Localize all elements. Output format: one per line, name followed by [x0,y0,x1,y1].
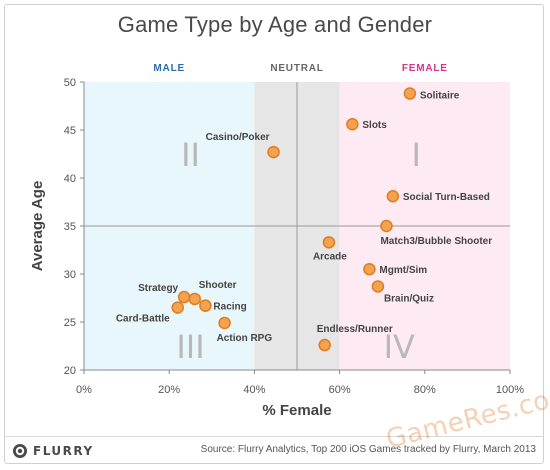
y-tick-label: 45 [64,125,76,137]
y-tick-label: 30 [64,269,76,281]
data-label-mgmt-sim: Mgmt/Sim [379,265,427,276]
x-tick-label: 0% [76,384,92,396]
x-tick-label: 20% [158,384,180,396]
y-tick-label: 20 [64,365,76,377]
source-note: Source: Flurry Analytics, Top 200 iOS Ga… [200,444,536,455]
quadrant-label-IV: IV [384,328,415,366]
data-point-social-turn-based [386,189,400,203]
zone-label-female: FEMALE [402,63,448,74]
x-tick-label: 60% [329,384,351,396]
data-point-action-rpg [218,316,231,330]
quadrant-label-I: I [412,136,421,174]
x-tick-label: 40% [243,384,265,396]
data-point-brain-quiz [371,280,385,293]
flurry-logo-icon [13,444,27,458]
data-point-match3-bubble-shooter [380,219,393,233]
data-label-slots: Slots [362,120,387,131]
data-point-slots [346,117,359,131]
zone-label-male: MALE [153,63,185,74]
data-label-match3-bubble-shooter: Match3/Bubble Shooter [380,236,492,247]
data-label-solitaire: Solitaire [420,91,460,102]
data-point-racing [199,299,212,312]
y-tick-label: 50 [64,77,76,89]
data-label-endless-runner: Endless/Runner [317,324,393,335]
y-tick-label: 40 [64,173,76,185]
x-tick-label: 80% [414,384,436,396]
x-axis-title: % Female [262,402,331,419]
data-label-shooter: Shooter [199,280,237,291]
zone-label-neutral: NEUTRAL [270,63,323,74]
y-axis-title: Average Age [29,181,46,272]
footer-divider [4,436,544,437]
y-tick-label: 25 [64,317,76,329]
data-point-shooter [188,292,202,306]
chart-title: Game Type by Age and Gender [117,12,433,37]
data-label-arcade: Arcade [313,251,347,262]
x-tick-label: 100% [496,384,524,396]
data-point-mgmt-sim [363,262,376,276]
quadrant-label-III: III [176,328,204,366]
data-point-arcade [322,236,336,249]
quadrant-label-II: II [181,136,200,174]
data-point-casino-poker [267,145,280,159]
data-label-strategy: Strategy [138,283,178,294]
data-point-card-battle [171,301,184,314]
brand-name: FLURRY [33,444,94,458]
data-label-action-rpg: Action RPG [217,333,273,344]
data-label-racing: Racing [213,302,246,313]
data-label-casino-poker: Casino/Poker [206,132,270,143]
data-point-endless-runner [318,338,331,352]
data-point-strategy [177,290,191,304]
brand-logo: FLURRY [12,442,94,460]
data-label-card-battle: Card-Battle [116,314,170,325]
data-label-social-turn-based: Social Turn-Based [403,192,490,203]
data-point-solitaire [403,87,417,100]
data-label-brain-quiz: Brain/Quiz [384,293,434,304]
y-tick-label: 35 [64,221,76,233]
